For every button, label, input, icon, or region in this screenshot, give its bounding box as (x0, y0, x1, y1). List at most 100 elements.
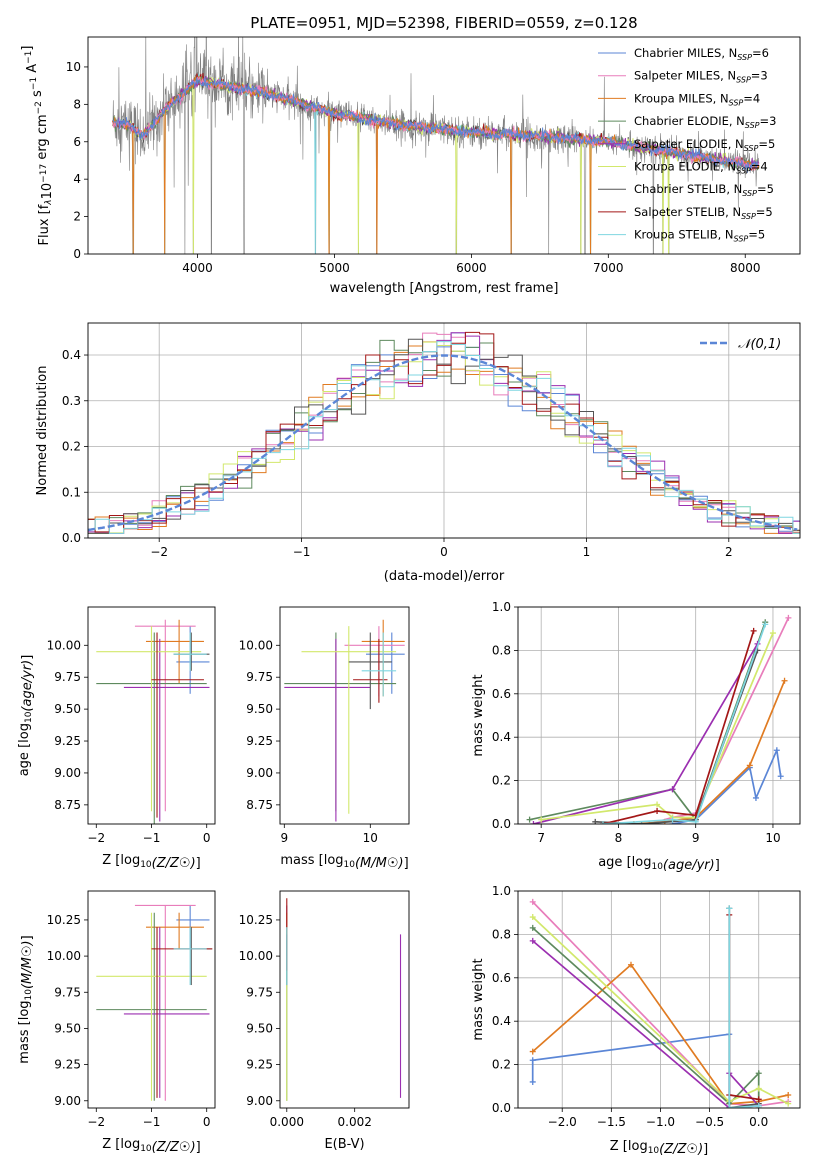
y-tick-label: 10.00 (47, 949, 81, 963)
y-tick-label: 9.50 (246, 702, 273, 716)
y-tick-label: 0.8 (492, 927, 511, 941)
point-marker-chabrier-miles (529, 1078, 536, 1085)
legend-text: =6 (752, 46, 769, 60)
x-axis-label: (data-model)/error (384, 569, 505, 584)
legend-text: Chabrier STELIB, N (634, 182, 742, 196)
point-marker-chabrier-elodie (526, 816, 533, 823)
legend-text: =5 (758, 137, 775, 151)
legend-text: Salpeter MILES, N (634, 69, 736, 83)
point-marker-kroupa-elodie (785, 1100, 792, 1107)
point-marker-chabrier-miles (752, 794, 759, 801)
axes-frame (517, 606, 801, 825)
legend-label-gaussian: 𝒩(0,1) (738, 337, 781, 352)
label-part: log (628, 1139, 648, 1154)
axes-frame (87, 890, 216, 1109)
axes-frame (279, 890, 410, 1109)
legend-text: Kroupa STELIB, N (634, 228, 734, 242)
label-part: log (632, 855, 652, 870)
label-part: ] (715, 858, 720, 873)
label-part: ] (404, 856, 409, 871)
histogram-kroupa-stelib (88, 341, 800, 534)
y-tick-label: 0.2 (62, 440, 81, 454)
y-tick-label: 0.0 (62, 531, 81, 545)
y-tick-label: 10.00 (47, 638, 81, 652)
point-marker-chabrier-miles (529, 1057, 536, 1064)
y-tick-label: 0.0 (492, 817, 511, 831)
y-tick-label: 0 (73, 247, 81, 261)
label-part: log (17, 723, 32, 743)
x-tick-label: 9 (280, 831, 288, 845)
legend-sub: SSP (737, 53, 752, 62)
x-tick-label: 6000 (456, 261, 487, 275)
x-tick-label: −0.5 (695, 1115, 724, 1129)
model-line-chabrier-miles (112, 77, 760, 173)
label-sub: 10 (344, 860, 356, 870)
y-tick-label: 9.25 (54, 734, 81, 748)
x-tick-label: 7 (537, 831, 545, 845)
label-part: log (17, 1000, 32, 1020)
y-tick-label: 8 (73, 97, 81, 111)
x-tick-label: −2 (150, 545, 168, 559)
y-tick-label: 0.8 (492, 643, 511, 657)
point-marker-kroupa-miles (529, 1048, 536, 1055)
x-tick-label: 9 (692, 831, 700, 845)
x-axis-label: age [log10(age/yr)] (598, 855, 720, 873)
point-marker-salpeter-miles (529, 898, 536, 905)
point-marker-kroupa-miles (746, 762, 753, 769)
y-tick-label: 9.00 (54, 1094, 81, 1108)
label-part: (age/yr) (20, 660, 35, 712)
point-marker-salpeter-stelib (755, 1096, 762, 1103)
label-part: −2 (34, 101, 44, 114)
label-part: ] (20, 655, 35, 660)
legend-text: =5 (756, 205, 773, 219)
x-tick-label: 7000 (593, 261, 624, 275)
y-tick-label: 0.0 (492, 1101, 511, 1115)
label-part: −1 (29, 77, 39, 90)
point-marker-salpeter-elodie (669, 786, 676, 793)
panel-mw_vs_Z: −2.0 −1.5 −1.0 −0.5 0.0 0.0 0.2 0.4 0.6 0.8 1.0 Z [… (471, 884, 801, 1157)
x-axis-label: E(B-V) (324, 1137, 364, 1152)
legend-sub: SSP (742, 189, 757, 198)
x-tick-label: −2 (87, 831, 105, 845)
point-marker-chabrier-miles (777, 773, 784, 780)
y-tick-label: 9.00 (246, 766, 273, 780)
legend-text: =5 (757, 182, 774, 196)
label-part: E(B-V) (324, 1137, 364, 1152)
legend-text: =3 (760, 114, 777, 128)
y-tick-label: 10.00 (239, 949, 273, 963)
legend-label-kroupa-stelib: Kroupa STELIB, NSSP=5 (634, 228, 765, 244)
point-marker-kroupa-elodie (654, 801, 661, 808)
legend-sub: SSP (745, 121, 760, 130)
axes-frame (87, 606, 216, 825)
plot-area-mass_vs_EBV (286, 898, 402, 1101)
y-tick-label: 9.75 (246, 985, 273, 999)
x-axis-label: mass [log10(M/M☉)] (280, 853, 408, 871)
legend-label-kroupa-elodie: Kroupa ELODIE, NSSP=4 (634, 160, 768, 176)
y-tick-label: 9.25 (246, 734, 273, 748)
legend-text: Chabrier MILES, N (634, 46, 737, 60)
axes-frame (87, 36, 801, 255)
point-marker-kroupa-miles (781, 677, 788, 684)
legend-sub: SSP (736, 167, 751, 176)
legend-label-salpeter-elodie: Salpeter ELODIE, NSSP=5 (634, 137, 775, 153)
label-part: ] (703, 1142, 708, 1157)
y-tick-label: 10.25 (239, 913, 273, 927)
residual-legend: 𝒩(0,1) (700, 337, 781, 352)
y-tick-label: 1.0 (492, 600, 511, 614)
label-part: A (25, 64, 40, 77)
point-marker-salpeter-elodie (529, 937, 536, 944)
label-part: (age/yr) (663, 858, 715, 873)
legend-label-chabrier-miles: Chabrier MILES, NSSP=6 (634, 46, 769, 62)
legend-text: Salpeter STELIB, N (634, 205, 741, 219)
axes-frame (87, 322, 801, 539)
x-tick-label: 4000 (182, 261, 213, 275)
y-tick-label: 8.75 (246, 798, 273, 812)
legend-label-salpeter-stelib: Salpeter STELIB, NSSP=5 (634, 205, 773, 221)
panel-spectrum: 4000 5000 6000 7000 8000 0 2 4 6 8 10 wavelength [A… (20, 36, 801, 296)
plot-area-age_vs_Z (96, 619, 210, 824)
x-tick-label: −1.0 (646, 1115, 675, 1129)
label-part: Z [ (610, 1139, 628, 1154)
legend-sub: SSP (729, 98, 744, 107)
